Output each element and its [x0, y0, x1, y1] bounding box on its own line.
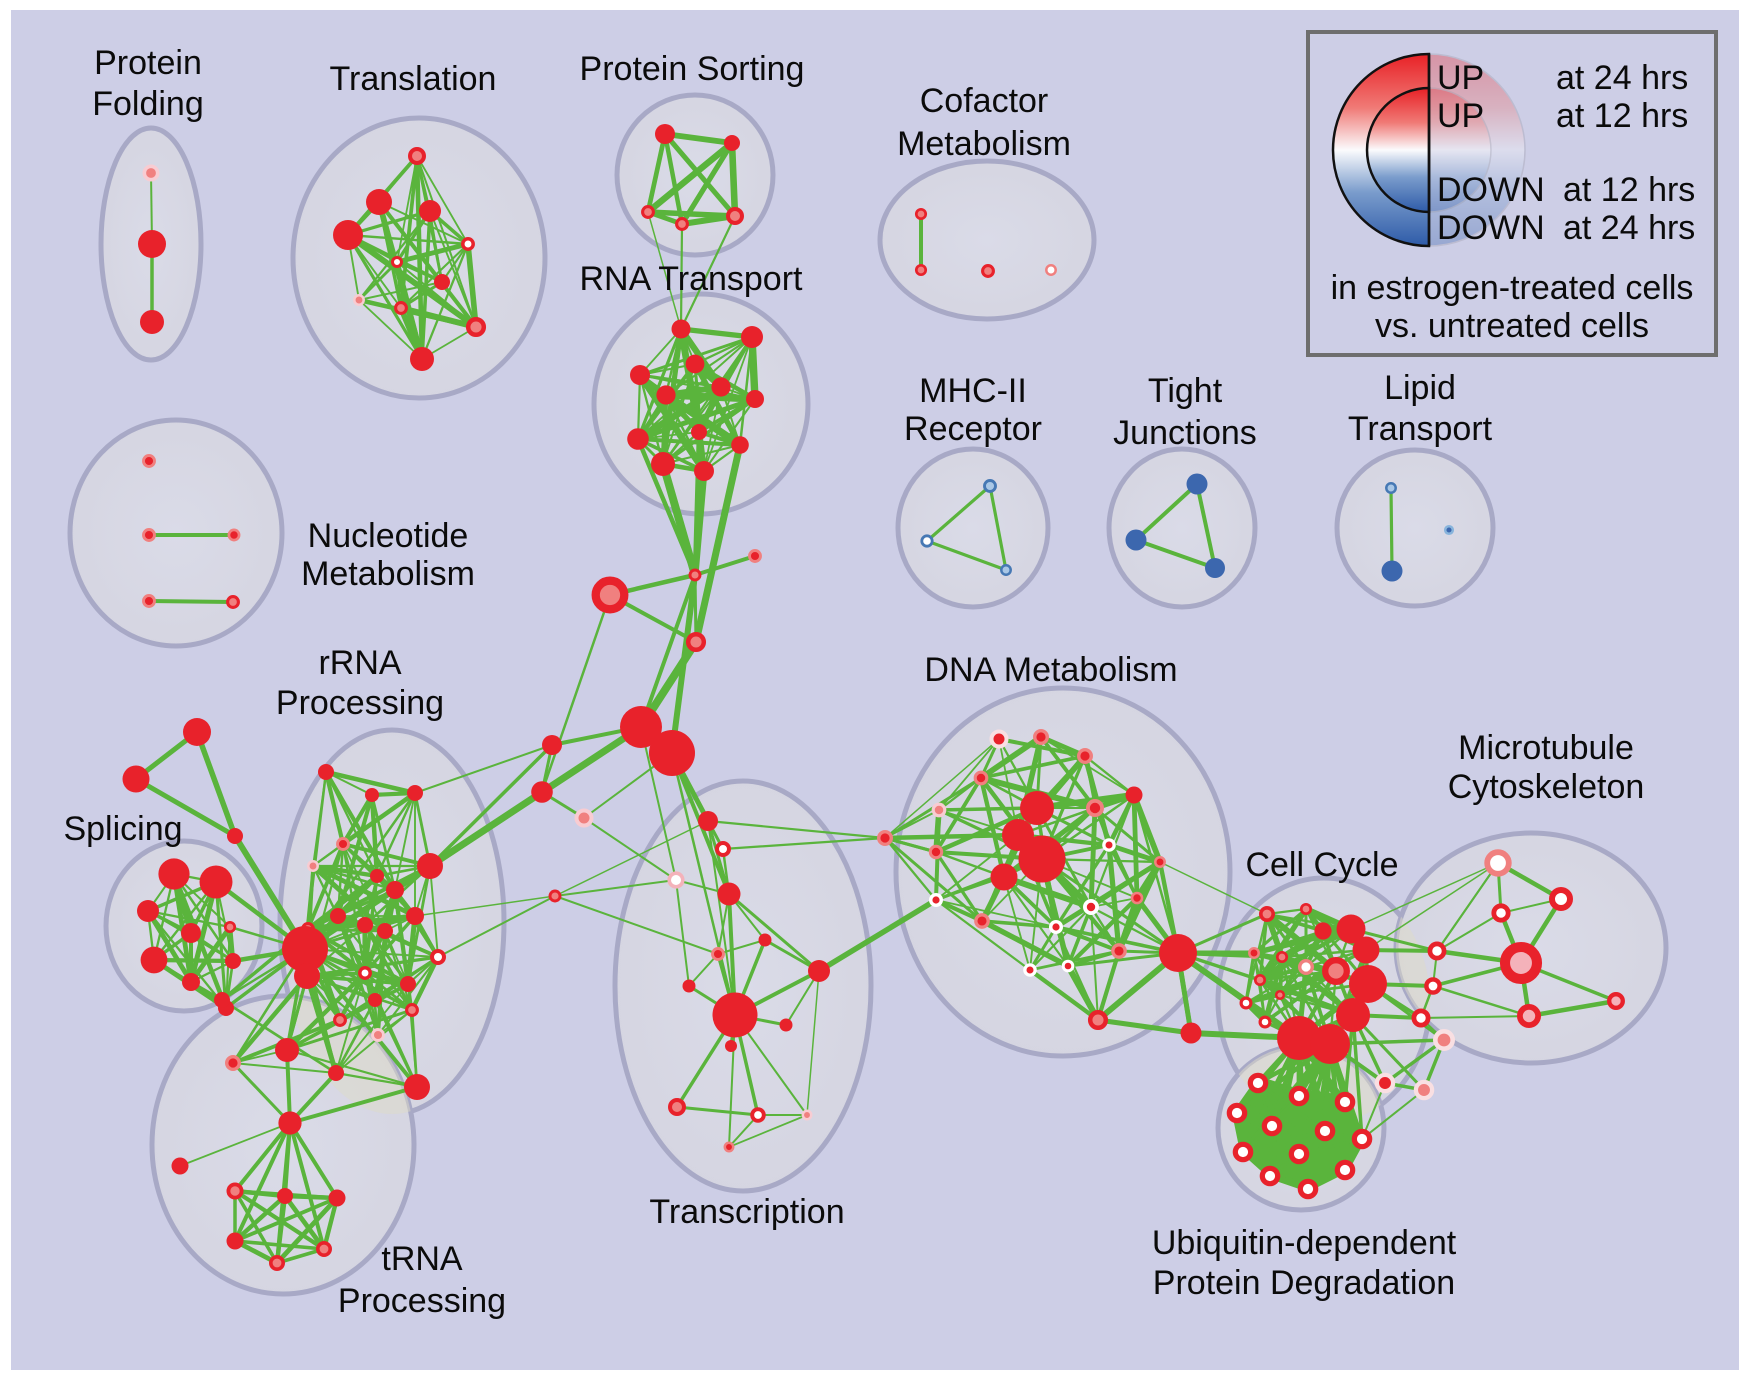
svg-text:Microtubule: Microtubule	[1458, 729, 1634, 767]
svg-text:Protein Degradation: Protein Degradation	[1153, 1264, 1455, 1302]
svg-text:Folding: Folding	[92, 85, 204, 123]
svg-text:Nucleotide: Nucleotide	[308, 517, 469, 555]
svg-text:vs. untreated cells: vs. untreated cells	[1375, 307, 1649, 345]
svg-text:UP: UP	[1437, 97, 1484, 135]
svg-text:rRNA: rRNA	[318, 644, 401, 682]
svg-text:Protein: Protein	[94, 44, 202, 82]
svg-text:DNA Metabolism: DNA Metabolism	[924, 651, 1177, 689]
svg-text:in estrogen-treated cells: in estrogen-treated cells	[1331, 269, 1694, 307]
svg-text:at 24 hrs: at 24 hrs	[1563, 209, 1695, 247]
svg-text:Metabolism: Metabolism	[897, 125, 1071, 163]
svg-text:Receptor: Receptor	[904, 410, 1042, 448]
svg-text:Translation: Translation	[330, 60, 497, 98]
svg-text:Cytoskeleton: Cytoskeleton	[1448, 768, 1645, 806]
svg-text:Cofactor: Cofactor	[920, 82, 1049, 120]
svg-text:Metabolism: Metabolism	[301, 555, 475, 593]
svg-text:Transcription: Transcription	[649, 1193, 844, 1231]
svg-text:DOWN: DOWN	[1437, 171, 1545, 209]
svg-text:Lipid: Lipid	[1384, 369, 1456, 407]
svg-text:MHC-II: MHC-II	[919, 372, 1027, 410]
svg-text:Processing: Processing	[338, 1282, 506, 1320]
svg-text:RNA Transport: RNA Transport	[580, 260, 804, 298]
svg-text:Ubiquitin-dependent: Ubiquitin-dependent	[1152, 1224, 1457, 1262]
svg-text:Protein Sorting: Protein Sorting	[580, 50, 805, 88]
svg-text:Processing: Processing	[276, 684, 444, 722]
svg-text:Tight: Tight	[1148, 372, 1223, 410]
svg-text:Junctions: Junctions	[1113, 414, 1257, 452]
svg-text:Splicing: Splicing	[63, 810, 182, 848]
svg-text:at 12 hrs: at 12 hrs	[1563, 171, 1695, 209]
svg-text:at 24 hrs: at 24 hrs	[1556, 59, 1688, 97]
svg-text:tRNA: tRNA	[381, 1240, 463, 1278]
svg-text:Transport: Transport	[1348, 410, 1493, 448]
svg-text:at 12 hrs: at 12 hrs	[1556, 97, 1688, 135]
svg-text:UP: UP	[1437, 59, 1484, 97]
svg-text:DOWN: DOWN	[1437, 209, 1545, 247]
svg-text:Cell Cycle: Cell Cycle	[1245, 846, 1398, 884]
